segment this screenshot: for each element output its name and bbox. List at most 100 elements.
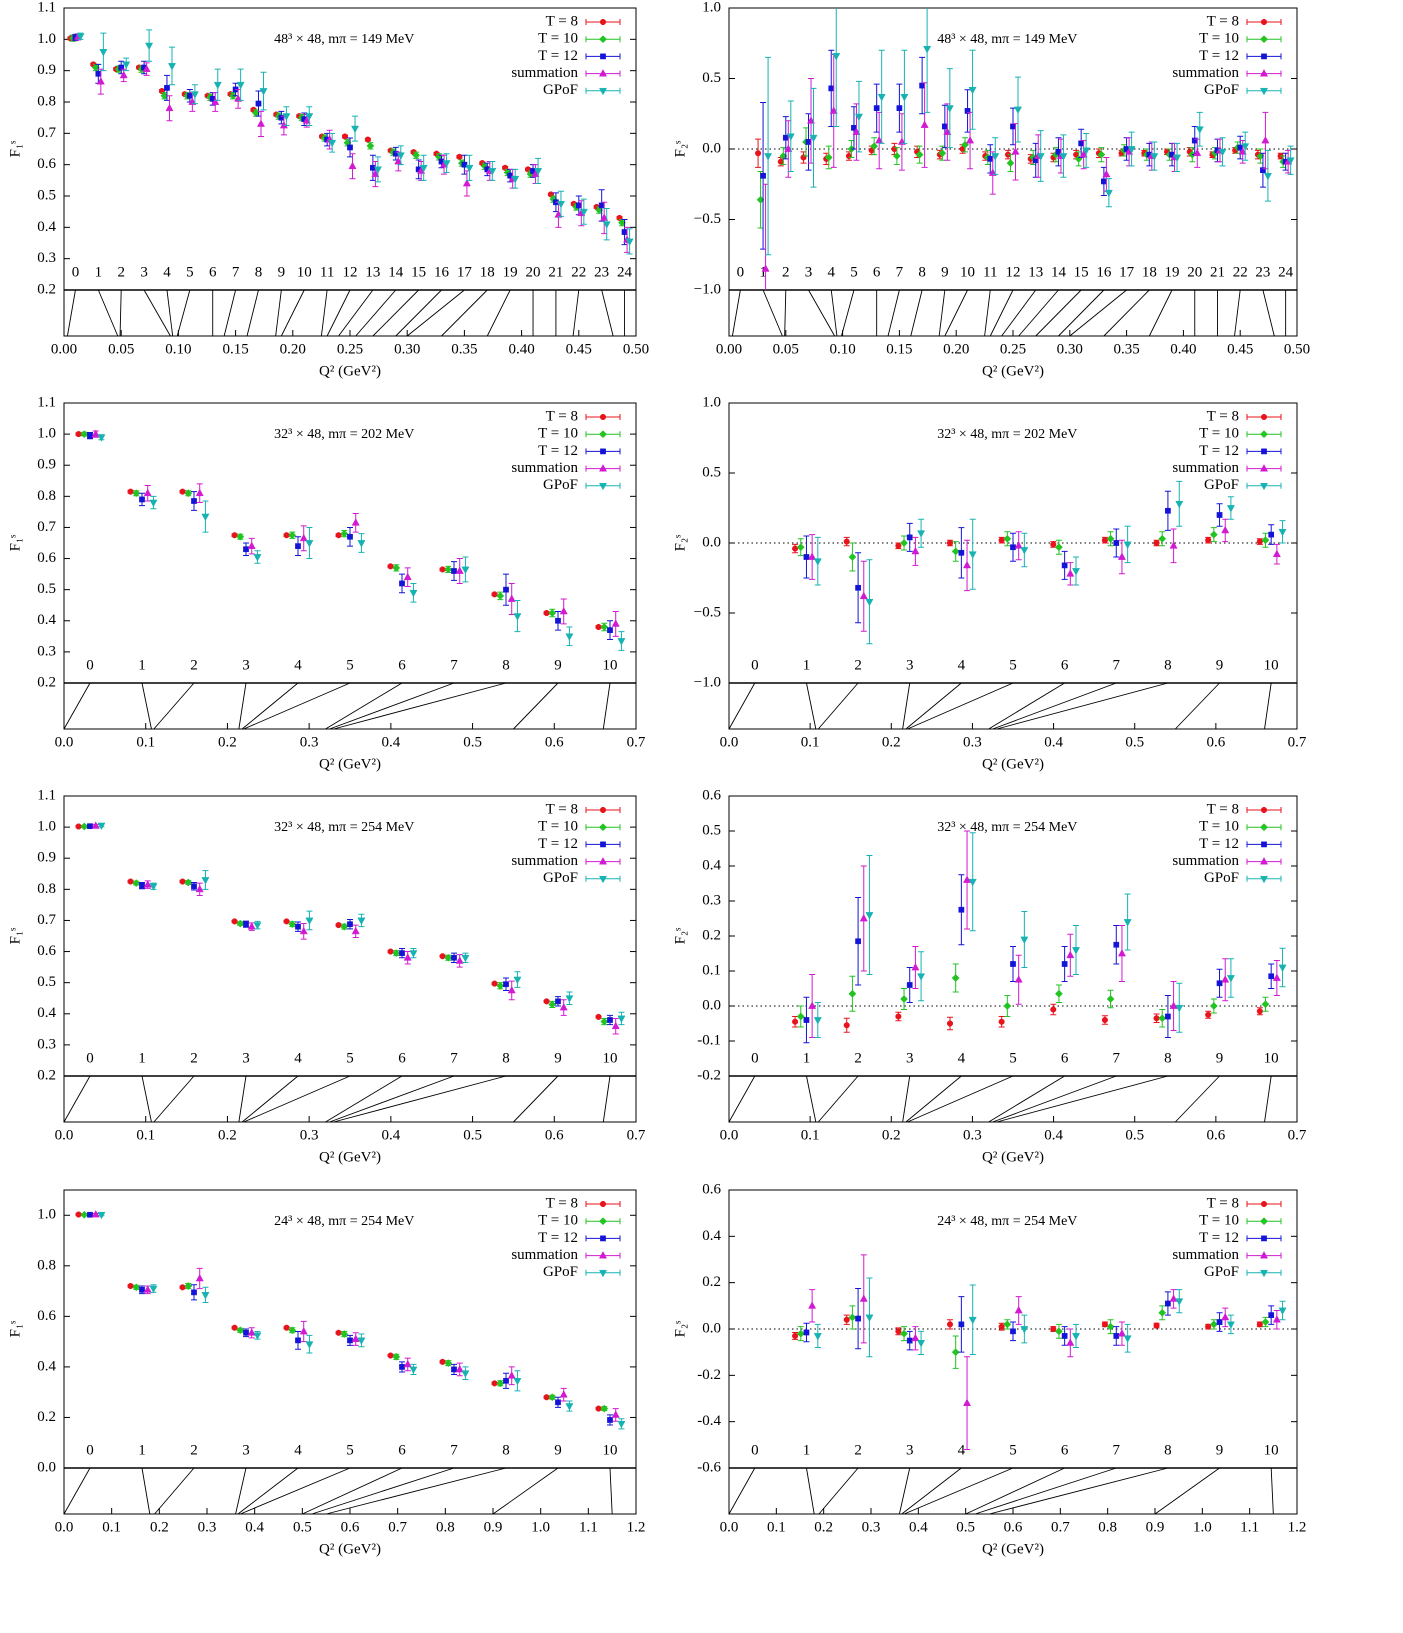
legend-label: T = 8 — [1207, 13, 1239, 29]
marker — [195, 884, 204, 893]
q2-connector — [841, 289, 855, 337]
marker — [488, 168, 497, 176]
marker — [253, 1332, 262, 1340]
y-tick-label: -0.2 — [697, 1067, 721, 1083]
category-label: 3 — [906, 1050, 914, 1066]
y-tick-label: 1.0 — [37, 819, 56, 835]
q2-connector — [830, 289, 838, 337]
marker — [1221, 525, 1230, 534]
y-tick-label: 0.1 — [702, 962, 721, 978]
marker — [845, 153, 853, 160]
marker — [1003, 1320, 1012, 1329]
legend-label: T = 10 — [1199, 426, 1239, 442]
marker — [465, 164, 474, 173]
y-tick-label: 0.5 — [37, 974, 56, 990]
marker — [255, 100, 262, 107]
category-label: 4 — [163, 264, 171, 280]
category-label: 10 — [603, 1050, 618, 1066]
category-label: 19 — [1165, 264, 1180, 280]
marker — [403, 1359, 412, 1368]
marker — [491, 591, 498, 598]
q2-connector — [338, 289, 374, 337]
x-tick-label: 0.0 — [720, 1127, 739, 1143]
legend-marker — [598, 1269, 608, 1278]
marker — [1106, 534, 1115, 543]
x-axis-label: Q² (GeV²) — [982, 1149, 1044, 1165]
legend-label: GPoF — [543, 870, 578, 886]
legend-marker — [1261, 448, 1267, 455]
legend-label: summation — [511, 1247, 578, 1263]
category-label: 7 — [1113, 1050, 1121, 1066]
category-label: 0 — [86, 1050, 94, 1066]
marker — [496, 981, 505, 990]
marker — [607, 1417, 613, 1423]
q2-connector — [1001, 289, 1037, 337]
category-label: 1 — [138, 1442, 146, 1458]
x-tick-label: 0.4 — [381, 734, 400, 750]
marker — [191, 1289, 197, 1296]
legend-marker — [1259, 1251, 1269, 1259]
marker — [828, 85, 835, 92]
category-label: 8 — [1164, 1050, 1172, 1066]
marker — [1241, 143, 1250, 151]
x-tick-label: 0.0 — [720, 734, 739, 750]
x-tick-label: 0.1 — [801, 734, 820, 750]
category-label: 6 — [209, 264, 217, 280]
marker — [1261, 136, 1270, 144]
marker — [80, 430, 89, 439]
marker — [600, 623, 609, 631]
marker — [1261, 1318, 1270, 1327]
data-layer — [75, 1209, 626, 1430]
category-label: 5 — [346, 1442, 354, 1458]
marker — [236, 81, 245, 90]
y-tick-label: 0.4 — [37, 1005, 56, 1021]
category-label: 7 — [450, 1050, 458, 1066]
x-tick-label: 0.7 — [627, 734, 646, 750]
y-tick-label: 0.6 — [702, 787, 721, 803]
marker — [1050, 1325, 1057, 1333]
marker — [625, 238, 634, 246]
category-label: 9 — [554, 1442, 562, 1458]
marker — [1079, 150, 1088, 158]
marker — [1226, 505, 1235, 513]
category-label: 1 — [138, 1050, 146, 1066]
marker — [611, 1021, 620, 1030]
marker — [611, 1410, 620, 1418]
q2-connector — [728, 1467, 756, 1515]
q2-connector — [1234, 289, 1241, 337]
marker — [911, 546, 920, 555]
marker — [1117, 1329, 1126, 1337]
marker — [503, 981, 509, 988]
x-tick-label: 0.3 — [198, 1519, 217, 1535]
q2-connector — [486, 289, 511, 337]
marker — [1101, 178, 1107, 185]
marker — [548, 609, 557, 617]
q2-connector — [1262, 289, 1275, 337]
category-label: 13 — [365, 264, 380, 280]
y-tick-label: 1.1 — [37, 0, 56, 15]
q2-connector — [333, 682, 507, 730]
legend-marker — [1259, 857, 1269, 865]
q2-connector — [602, 1075, 611, 1123]
legend-marker — [1260, 413, 1268, 421]
marker — [855, 584, 861, 591]
y-tick-label: 0.3 — [702, 892, 721, 908]
marker — [1071, 1333, 1081, 1341]
marker — [213, 81, 222, 90]
x-tick-label: 0.5 — [956, 1519, 975, 1535]
marker — [1278, 528, 1287, 537]
marker — [855, 938, 861, 945]
category-label: 6 — [1061, 1050, 1069, 1066]
marker — [247, 922, 256, 930]
marker — [279, 120, 288, 129]
q2-connector — [63, 682, 91, 730]
marker — [565, 633, 574, 641]
marker — [906, 534, 913, 541]
q2-connector — [992, 1075, 1117, 1123]
marker — [99, 49, 108, 57]
marker — [1165, 507, 1171, 514]
legend-marker — [600, 841, 606, 848]
marker — [1169, 1294, 1178, 1302]
marker — [149, 499, 158, 508]
